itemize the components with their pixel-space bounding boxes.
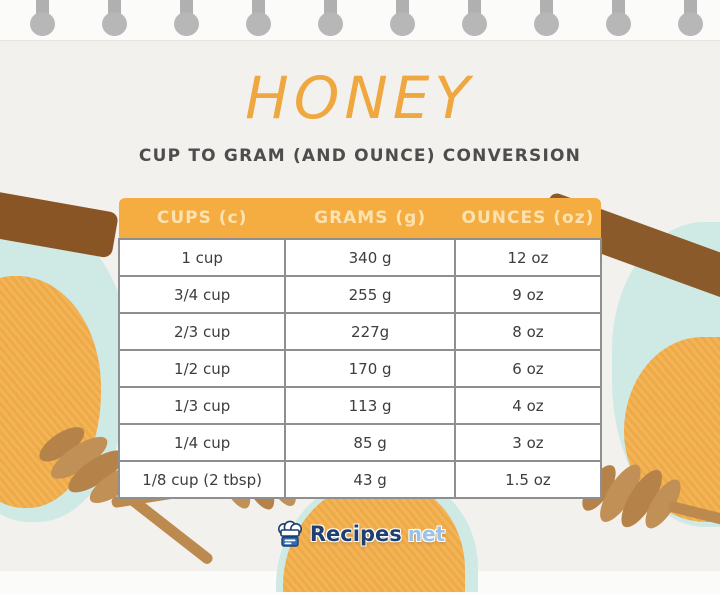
cups-cell: 1 cup [117,238,287,277]
cups-cell: 2/3 cup [117,312,287,351]
spiral-binding-ring-icon [30,0,56,38]
spiral-binding-ring-icon [246,0,272,38]
table-row: 2/3 cup 227g 8 oz [117,312,603,351]
grams-cell: 43 g [284,460,456,499]
spiral-binding-ring-icon [102,0,128,38]
cups-cell: 1/8 cup (2 tbsp) [117,460,287,499]
table-row: 1 cup 340 g 12 oz [117,238,603,277]
spiral-binding-ring-icon [174,0,200,38]
cups-cell: 1/2 cup [117,349,287,388]
table-row: 1/4 cup 85 g 3 oz [117,423,603,462]
grams-cell: 255 g [284,275,456,314]
grams-cell: 113 g [284,386,456,425]
ounces-cell: 4 oz [453,386,603,425]
conversion-table: CUPS (c) GRAMS (g) OUNCES (oz) 1 cup 340… [117,198,603,499]
grams-cell: 340 g [284,238,456,277]
ounces-cell: 8 oz [453,312,603,351]
table-row: 1/2 cup 170 g 6 oz [117,349,603,388]
grams-cell: 85 g [284,423,456,462]
cups-cell: 3/4 cup [117,275,287,314]
cups-cell: 1/3 cup [117,386,287,425]
ounces-cell: 9 oz [453,275,603,314]
cups-cell: 1/4 cup [117,423,287,462]
grams-cell: 227g [284,312,456,351]
page-subtitle: CUP TO GRAM (AND OUNCE) CONVERSION [138,146,582,166]
ounces-cell: 3 oz [453,423,603,462]
ounces-cell: 6 oz [453,349,603,388]
header-cell-ounces: OUNCES (oz) [454,198,601,239]
spiral-binding-ring-icon [390,0,416,38]
ounces-cell: 12 oz [453,238,603,277]
table-row: 1/3 cup 113 g 4 oz [117,386,603,425]
grams-cell: 170 g [284,349,456,388]
table-row: 3/4 cup 255 g 9 oz [117,275,603,314]
header-cell-cups: CUPS (c) [119,198,286,239]
spiral-binding-ring-icon [534,0,560,38]
brand-suffix: net [407,522,446,546]
page-title: HONEY [245,64,475,132]
table-header-row: CUPS (c) GRAMS (g) OUNCES (oz) [119,198,601,239]
table-row: 1/8 cup (2 tbsp) 43 g 1.5 oz [117,460,603,499]
spiral-binding-ring-icon [462,0,488,38]
header-cell-grams: GRAMS (g) [285,198,455,239]
chef-hat-icon [275,520,305,548]
spiral-binding-ring-icon [606,0,632,38]
spiral-binding [0,0,720,40]
spiral-binding-ring-icon [678,0,704,38]
brand-name: Recipes [309,522,402,546]
ounces-cell: 1.5 oz [453,460,603,499]
brand-logo: Recipes net [0,520,720,548]
spiral-binding-ring-icon [318,0,344,38]
